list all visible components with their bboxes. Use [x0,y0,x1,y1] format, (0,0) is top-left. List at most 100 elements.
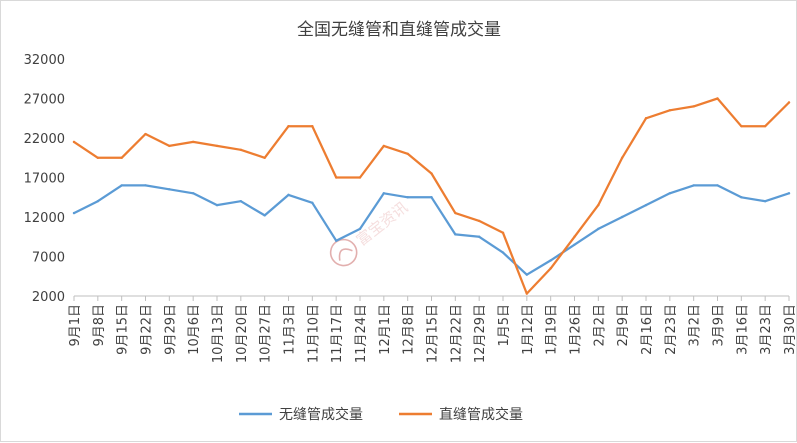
x-tick-label: 1月5日 [497,304,512,347]
data-point [763,200,767,203]
legend-label: 直缝管成交量 [439,406,523,423]
data-point [525,273,529,276]
x-tick-label: 3月2日 [688,304,703,347]
data-point [692,105,695,108]
x-tick-label: 11月10日 [306,304,321,363]
x-tick-label: 10月20日 [235,304,250,363]
data-point [501,251,505,254]
y-tick-label: 32000 [24,53,65,68]
x-axis: 9月1日 9月8日 9月15日 9月22日 9月29日 10月6日 10月13日 10月20日… [68,295,797,363]
y-tick-label: 7000 [32,251,65,266]
x-tick-label: 3月9日 [712,304,727,347]
data-point [573,243,576,246]
data-point [477,219,481,223]
x-tick-label: 2月23日 [664,304,679,355]
series-layer [72,97,791,295]
x-tick-label: 9月8日 [92,304,107,347]
x-tick-label: 1月12日 [521,304,536,355]
data-point [787,192,791,195]
x-tick-label: 9月1日 [68,304,83,347]
data-point [644,117,648,120]
data-point [454,233,457,236]
data-point [644,203,648,207]
data-point [430,196,433,199]
y-tick-label: 2000 [32,290,65,305]
legend: 无缝管成交量 直缝管成交量 [239,406,523,423]
data-point [334,239,338,242]
data-point [144,132,147,136]
data-point [191,140,195,144]
watermark-circle-icon [329,238,358,267]
data-point [120,184,123,187]
x-tick-label: 12月22日 [449,304,464,363]
x-tick-label: 2月9日 [616,304,631,347]
data-point [358,227,362,231]
data-point [740,124,743,128]
data-point [191,192,195,195]
x-tick-label: 10月27日 [259,304,274,363]
data-point [72,140,76,144]
x-tick-label: 11月17日 [330,304,345,363]
x-tick-label: 10月13日 [211,304,226,363]
data-point [311,201,314,204]
y-tick-label: 22000 [24,132,65,147]
chart-title: 全国无缝管和直缝管成交量 [297,20,501,40]
data-point [620,156,624,159]
x-tick-label: 2月16日 [640,304,655,355]
data-point [287,124,290,128]
x-tick-label: 11月3日 [283,304,298,355]
data-point [668,109,672,112]
series-line-0 [72,184,791,276]
data-point [692,184,695,187]
y-axis: 32000 27000 22000 17000 12000 7000 2000 [24,53,65,305]
y-tick-label: 12000 [24,211,65,226]
data-point [740,196,743,199]
data-point [120,156,123,159]
x-tick-label: 1月26日 [569,304,584,355]
data-point [668,192,672,195]
data-point [215,144,219,148]
watermark-swirl-icon [338,248,353,261]
data-point [168,188,171,191]
x-tick-label: 9月29日 [163,304,178,355]
data-point [597,203,600,207]
data-point [716,184,719,187]
data-point [239,200,243,203]
data-point [501,231,505,234]
data-point [454,211,457,215]
data-point [334,176,338,179]
data-point [763,124,767,128]
data-point [597,227,600,231]
data-point [263,214,266,217]
data-point [573,235,576,238]
watermark-text: 富宝资讯 [353,198,411,249]
data-point [430,172,433,175]
x-tick-label: 12月1日 [378,304,393,355]
data-point [96,156,100,159]
y-tick-label: 27000 [24,93,65,108]
data-point [144,184,147,187]
data-point [287,193,290,197]
data-point [382,192,386,195]
x-tick-label: 1月19日 [545,304,560,355]
data-point [549,267,552,270]
x-tick-label: 3月23日 [759,304,774,355]
data-point [72,211,76,215]
data-point [406,196,409,199]
legend-label: 无缝管成交量 [279,406,363,423]
x-tick-label: 9月15日 [116,304,131,355]
x-tick-label: 9月22日 [140,304,155,355]
data-point [358,176,362,179]
x-tick-label: 12月15日 [426,304,441,363]
data-point [382,144,386,148]
y-tick-label: 17000 [24,172,65,187]
x-tick-label: 2月2日 [592,304,607,347]
data-point [263,156,266,159]
data-point [525,292,529,295]
x-tick-label: 3月16日 [735,304,750,355]
data-point [549,259,552,262]
data-point [311,124,314,128]
x-tick-label: 10月6日 [187,304,202,355]
